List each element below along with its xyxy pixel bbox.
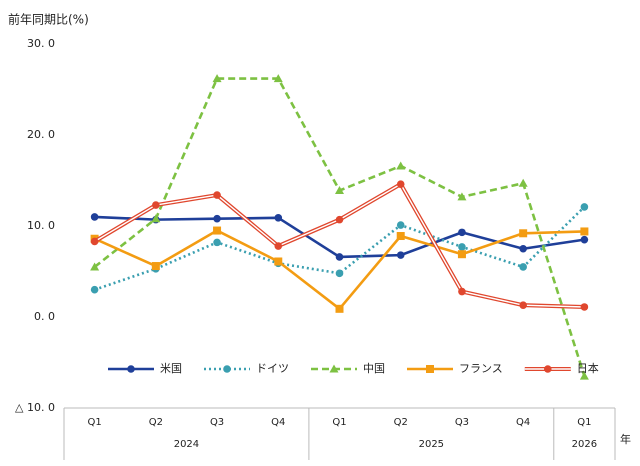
x-group-label: 2026	[572, 439, 597, 450]
marker	[90, 262, 100, 271]
legend-label: 米国	[160, 362, 182, 375]
marker	[580, 203, 589, 211]
series-line	[93, 77, 586, 377]
x-tick-label: Q1	[332, 417, 346, 428]
marker	[151, 214, 161, 223]
marker	[335, 253, 344, 261]
x-tick-label: Q4	[271, 417, 285, 428]
legend-label: 中国	[363, 362, 385, 375]
marker	[90, 237, 99, 246]
marker	[396, 251, 405, 259]
x-tick-label: Q4	[516, 417, 530, 428]
y-tick-label: 30. 0	[27, 37, 55, 50]
marker	[151, 262, 160, 271]
marker	[580, 303, 589, 311]
marker	[457, 192, 467, 201]
y-axis-title: 前年同期比(%)	[8, 12, 89, 27]
legend-label: ドイツ	[256, 362, 289, 375]
marker	[90, 285, 99, 294]
marker	[335, 186, 344, 195]
y-tick-label: 0. 0	[34, 310, 55, 323]
legend-label: フランス	[459, 362, 503, 375]
marker	[396, 232, 405, 241]
x-tick-label: Q3	[455, 417, 469, 428]
marker	[274, 214, 283, 222]
series-line	[94, 205, 586, 291]
marker	[396, 161, 406, 170]
x-group-label: 2025	[419, 439, 444, 450]
y-tick-label: 20. 0	[27, 128, 55, 141]
marker	[152, 201, 160, 209]
marker	[273, 74, 283, 83]
marker	[127, 365, 135, 373]
marker	[335, 304, 344, 313]
marker	[223, 365, 231, 373]
marker	[580, 235, 589, 244]
y-tick-label: △ 10. 0	[15, 401, 55, 414]
marker	[519, 263, 527, 271]
x-tick-label: Q2	[149, 417, 163, 428]
marker	[519, 244, 527, 253]
marker	[274, 257, 283, 266]
x-tick-label: Q2	[394, 417, 408, 428]
marker	[213, 214, 221, 223]
marker	[335, 269, 344, 278]
marker	[519, 301, 527, 309]
x-unit-label: 年	[620, 432, 631, 446]
marker	[458, 228, 466, 237]
marker	[335, 215, 344, 224]
marker	[329, 364, 339, 373]
marker	[519, 229, 528, 238]
marker	[213, 238, 221, 247]
marker	[213, 226, 222, 235]
marker	[396, 221, 405, 229]
marker	[213, 191, 221, 199]
y-tick-label: 10. 0	[27, 219, 55, 232]
marker	[543, 365, 552, 373]
marker	[426, 365, 434, 373]
x-tick-label: Q3	[210, 417, 224, 428]
x-group-label: 2024	[174, 439, 199, 450]
marker	[274, 242, 283, 250]
marker	[458, 243, 466, 251]
x-tick-label: Q1	[87, 417, 101, 428]
marker	[579, 371, 589, 380]
marker	[90, 213, 99, 221]
x-tick-label: Q1	[577, 417, 591, 428]
marker	[580, 227, 589, 236]
legend-label: 日本	[577, 361, 599, 375]
marker	[458, 287, 466, 296]
marker	[212, 74, 222, 83]
marker	[396, 180, 405, 188]
marker	[518, 178, 528, 187]
marker	[457, 250, 466, 259]
